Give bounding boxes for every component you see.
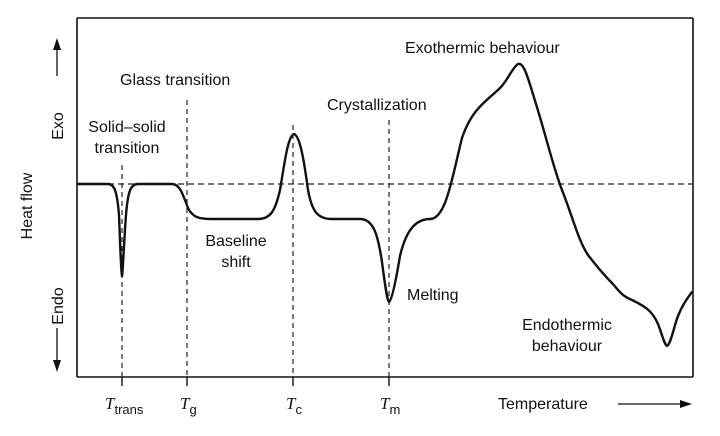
- endo-arrow-icon: [53, 360, 61, 372]
- y-axis-label: Heat flow: [19, 172, 36, 239]
- x-axis-label: Temperature: [498, 396, 588, 413]
- annotation-crystallization: Crystallization: [327, 97, 427, 114]
- x-arrow-icon: [680, 400, 692, 408]
- y-bottom-label: Endo: [50, 287, 67, 324]
- annotation-glass-transition: Glass transition: [120, 72, 230, 89]
- annotation-shift: shift: [221, 254, 251, 271]
- tick-label-tg: Tg: [180, 394, 197, 417]
- dsc-curve: [76, 62, 694, 348]
- exo-arrow-icon: [53, 38, 61, 50]
- annotation-endothermic: Endothermic: [522, 317, 612, 334]
- annotation-exothermic: Exothermic behaviour: [405, 40, 560, 57]
- y-top-label: Exo: [50, 112, 67, 140]
- tick-label-tc: Tc: [286, 394, 302, 417]
- annotation-solid-solid: Solid–solid: [88, 119, 165, 136]
- tick-label-tm: Tm: [380, 394, 400, 417]
- annotation-transition: transition: [95, 140, 160, 157]
- tick-label-trans: Ttrans: [105, 394, 144, 417]
- annotation-baseline: Baseline: [205, 233, 266, 250]
- annotation-melting: Melting: [407, 287, 459, 304]
- annotation-endothermic-behaviour: behaviour: [532, 338, 603, 355]
